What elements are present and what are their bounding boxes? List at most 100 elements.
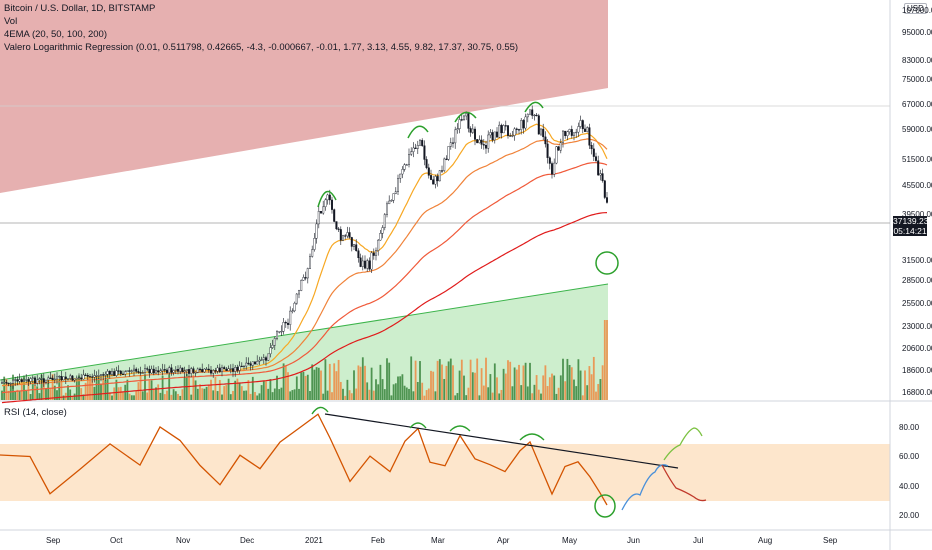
candle-body [430, 175, 433, 180]
rsi-arc-annotation[interactable] [409, 422, 427, 429]
volume-bar [97, 377, 100, 400]
candle-body [449, 142, 452, 147]
price-axis-label: 28500.00 [902, 276, 932, 285]
projection-red[interactable] [661, 464, 707, 502]
candle-body [590, 145, 593, 150]
date-axis-label: Aug [758, 536, 773, 545]
candle-body [176, 369, 179, 372]
candle-body [183, 370, 186, 373]
volume-bar [474, 372, 476, 400]
date-axis-label: Feb [371, 536, 385, 545]
legend-ema[interactable]: 4EMA (20, 50, 100, 200) [4, 29, 107, 40]
candle-body [62, 376, 65, 381]
volume-bar [412, 391, 415, 400]
candle-body [117, 370, 120, 372]
volume-bar [529, 362, 531, 400]
countdown-value: 05:14:21 [893, 226, 927, 236]
projection-green[interactable] [663, 427, 703, 461]
volume-bar [260, 385, 263, 400]
candle-body [298, 290, 301, 295]
rsi-circle-annotation[interactable] [594, 494, 616, 518]
legend-title[interactable]: Bitcoin / U.S. Dollar, 1D, BITSTAMP [4, 3, 156, 14]
candle-body [372, 252, 375, 256]
volume-bar [73, 393, 76, 400]
volume-bar [80, 388, 83, 400]
candle-body [280, 331, 283, 333]
volume-bar [353, 370, 355, 400]
candle-body [566, 131, 569, 137]
candle-body [11, 379, 14, 384]
candle-body [335, 221, 338, 230]
candle-body [154, 370, 157, 374]
rsi-arc-annotation[interactable] [311, 406, 329, 415]
volume-bar [221, 394, 223, 400]
candle-body [419, 140, 422, 146]
price-axis-label: 39500.00 [902, 210, 932, 219]
candle-body [383, 214, 386, 228]
price-axis-label: 59000.00 [902, 125, 932, 134]
volume-bar [14, 391, 17, 400]
rsi-legend[interactable]: RSI (14, close) [4, 407, 67, 418]
rsi-arc-annotation[interactable] [519, 433, 545, 441]
volume-bar [425, 390, 428, 400]
candle-body [326, 194, 329, 201]
candle-body [496, 131, 499, 138]
volume-bar [302, 371, 305, 400]
volume-bar [174, 391, 177, 400]
candle-body [606, 197, 609, 203]
volume-bar [335, 371, 338, 400]
legend-vol[interactable]: Vol [4, 16, 18, 27]
candle-body [584, 128, 587, 132]
candle-body [165, 369, 168, 373]
volume-bar [203, 388, 206, 400]
candle-body [27, 379, 30, 382]
volume-bar [414, 360, 417, 400]
volume-bar [75, 379, 78, 400]
candle-body [348, 232, 351, 238]
volume-bar [238, 383, 241, 400]
candle-body [71, 375, 74, 381]
volume-bar [509, 361, 512, 400]
volume-bar [31, 381, 34, 400]
volume-bar [359, 366, 362, 400]
volume-bar [122, 392, 124, 400]
candle-body [121, 373, 124, 375]
candle-body [529, 109, 532, 115]
candle-body [77, 377, 80, 379]
volume-bar [447, 361, 450, 400]
volume-bar [522, 365, 525, 400]
candle-body [157, 370, 160, 373]
rsi-arc-annotation[interactable] [449, 425, 471, 432]
date-axis-label: Nov [176, 536, 191, 545]
volume-bar [40, 374, 43, 400]
top-arc-annotation[interactable] [317, 190, 337, 208]
candle-body [306, 268, 309, 279]
top-arc-annotation[interactable] [407, 125, 429, 139]
currency-tag[interactable]: USD [904, 3, 927, 14]
candle-body [18, 379, 21, 382]
volume-bar [51, 374, 54, 400]
rsi-trendline[interactable] [324, 413, 679, 469]
candle-body [66, 378, 69, 380]
candle-body [300, 280, 303, 291]
candle-body [245, 362, 248, 367]
projection-blue[interactable] [621, 464, 669, 511]
volume-bar [478, 395, 481, 400]
volume-bar [278, 389, 281, 400]
volume-bar [350, 393, 353, 400]
top-arc-annotation[interactable] [524, 101, 544, 113]
bottom-circle-annotation[interactable] [595, 251, 619, 275]
volume-bar [355, 388, 358, 400]
volume-bar [298, 388, 300, 400]
candle-body [269, 347, 272, 355]
candle-body [564, 130, 567, 137]
volume-bar [566, 358, 569, 400]
candle-body [423, 145, 426, 160]
volume-bar [205, 386, 208, 400]
legend-regression[interactable]: Valero Logarithmic Regression (0.01, 0.5… [4, 42, 519, 53]
top-arc-annotation[interactable] [454, 111, 477, 123]
rsi-axis-label: 60.00 [899, 452, 920, 461]
candle-body [9, 383, 12, 385]
candle-body [152, 368, 155, 374]
